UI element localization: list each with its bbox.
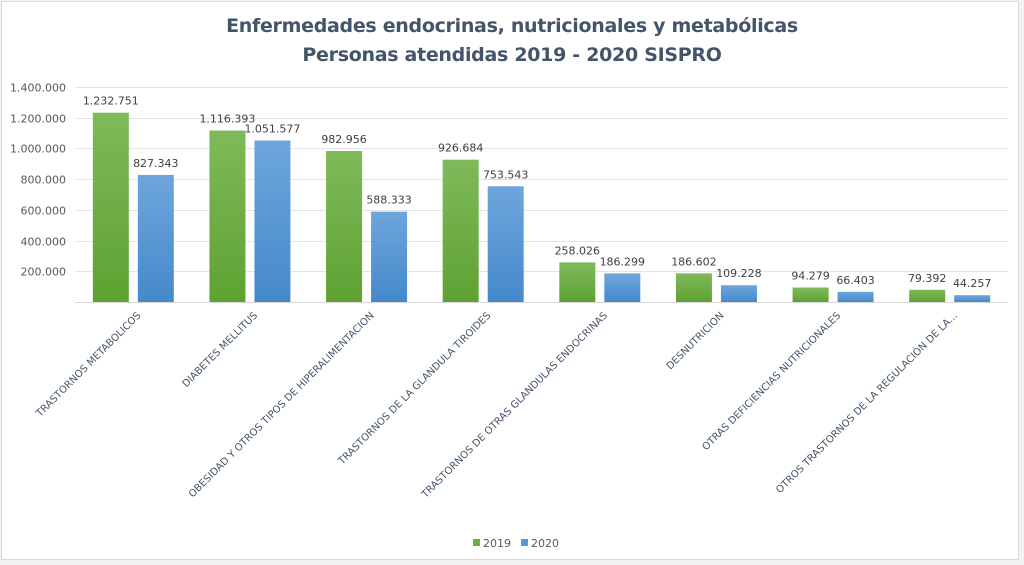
bar-2019 xyxy=(326,151,363,302)
bar-2019 xyxy=(909,289,946,302)
y-tick-label: 800.000 xyxy=(21,174,67,187)
bar-2019 xyxy=(675,273,712,302)
legend-label-2019: 2019 xyxy=(483,537,511,550)
bar-2020 xyxy=(371,211,408,302)
data-label-2020: 827.343 xyxy=(133,157,179,170)
data-label-2019: 926.684 xyxy=(438,142,484,155)
x-tick-label: OTROS TRASTORNOS DE LA REGULACIÓN DE LA.… xyxy=(773,309,960,496)
data-label-2019: 1.232.751 xyxy=(83,95,139,108)
bar-2020 xyxy=(837,291,874,302)
y-tick-label: 400.000 xyxy=(21,236,67,249)
x-tick-label: OTRAS DEFICIENCIAS NUTRICIONALES xyxy=(700,310,843,453)
data-label-2019: 79.392 xyxy=(908,272,947,285)
data-label-2019: 186.602 xyxy=(671,255,717,268)
legend-swatch-2020 xyxy=(521,539,528,546)
x-tick-label: OBESIDAD Y OTROS TIPOS DE HIPERALIMENTAC… xyxy=(187,310,377,500)
x-tick-label: DIABETES MELLITUS xyxy=(181,310,261,390)
x-tick-label: DESNUTRICION xyxy=(665,310,727,372)
chart-subtitle: Personas atendidas 2019 - 2020 SISPRO xyxy=(302,44,722,66)
data-label-2019: 258.026 xyxy=(555,244,601,257)
data-label-2019: 94.279 xyxy=(791,270,830,283)
data-label-2019: 1.116.393 xyxy=(199,113,255,126)
bar-2020 xyxy=(604,273,641,302)
data-label-2020: 66.403 xyxy=(836,274,875,287)
y-tick-label: 600.000 xyxy=(21,205,67,218)
bar-2019 xyxy=(442,159,479,302)
y-axis-ticks: 200.000 400.000 600.000 800.000 1.000.000 1.2… xyxy=(10,82,66,279)
bar-2019 xyxy=(209,130,246,302)
bar-2019 xyxy=(559,262,596,302)
y-tick-label: 1.000.000 xyxy=(10,143,66,156)
bar-2020 xyxy=(720,285,757,302)
data-label-2019: 982.956 xyxy=(321,133,367,146)
data-label-2020: 588.333 xyxy=(366,194,412,207)
data-label-2020: 1.051.577 xyxy=(244,123,300,136)
bar-2020 xyxy=(487,186,524,302)
x-tick-label: TRASTORNOS METABOLICOS xyxy=(34,310,144,420)
data-label-2020: 753.543 xyxy=(483,168,529,181)
legend: 2019 2020 xyxy=(473,537,559,550)
y-tick-label: 1.400.000 xyxy=(10,82,66,95)
bars xyxy=(92,112,991,303)
y-tick-label: 1.200.000 xyxy=(10,113,66,126)
bar-2019 xyxy=(792,287,829,302)
x-tick-label: TRASTORNOS DE OTRAS GLANDULAS ENDOCRINAS xyxy=(419,310,610,501)
bar-2020 xyxy=(137,174,174,302)
data-label-2020: 109.228 xyxy=(716,267,762,280)
bar-2020 xyxy=(254,140,291,302)
bar-2020 xyxy=(954,295,991,302)
data-label-2020: 44.257 xyxy=(953,277,992,290)
y-tick-label: 200.000 xyxy=(21,266,67,279)
legend-label-2020: 2020 xyxy=(531,537,559,550)
legend-swatch-2019 xyxy=(473,539,480,546)
x-axis-labels: TRASTORNOS METABOLICOS DIABETES MELLITUSO… xyxy=(34,309,960,501)
chart-title: Enfermedades endocrinas, nutricionales y… xyxy=(226,15,798,37)
bar-2019 xyxy=(92,112,129,303)
data-label-2020: 186.299 xyxy=(600,255,646,268)
